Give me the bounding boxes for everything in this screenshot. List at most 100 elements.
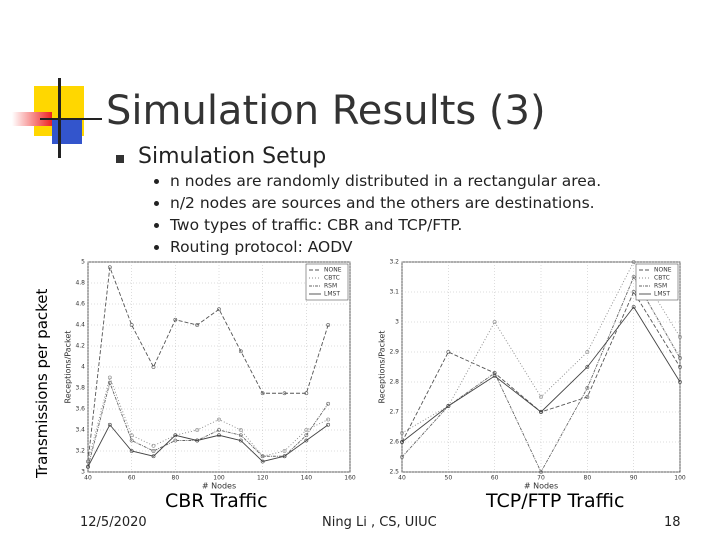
marker xyxy=(446,350,451,354)
y-tick-label: 2.8 xyxy=(389,379,399,386)
sub-bullet: n/2 nodes are sources and the others are… xyxy=(170,192,601,214)
marker xyxy=(678,380,682,384)
sub-bullet: Two types of traffic: CBR and TCP/FTP. xyxy=(170,214,601,236)
marker xyxy=(492,320,497,324)
y-axis-label: Receptions/Packet xyxy=(378,331,387,404)
marker xyxy=(129,449,134,453)
marker xyxy=(238,349,243,354)
x-tick-label: 100 xyxy=(674,475,686,482)
marker xyxy=(107,265,112,270)
marker xyxy=(282,449,287,453)
marker xyxy=(151,443,156,448)
marker xyxy=(631,260,636,264)
x-tick-label: 50 xyxy=(445,475,453,482)
legend-label: NONE xyxy=(324,267,342,274)
marker xyxy=(585,350,590,354)
marker xyxy=(326,323,331,327)
sub-bullets: n nodes are randomly distributed in a re… xyxy=(152,170,601,258)
logo-red xyxy=(12,112,52,126)
marker xyxy=(631,290,636,294)
x-tick-label: 40 xyxy=(398,475,406,482)
y-axis-label: Receptions/Packet xyxy=(64,331,73,404)
legend-label: NONE xyxy=(654,267,672,274)
marker xyxy=(400,455,404,459)
line xyxy=(87,267,329,462)
legend-label: RSM xyxy=(324,283,337,290)
marker xyxy=(195,438,200,443)
x-tick-label: 80 xyxy=(172,475,180,482)
marker xyxy=(304,433,309,438)
x-tick-label: 70 xyxy=(537,475,545,482)
marker xyxy=(326,417,331,422)
marker xyxy=(260,454,265,459)
marker xyxy=(446,404,451,408)
y-tick-label: 2.7 xyxy=(389,409,399,416)
y-tick-label: 2.6 xyxy=(389,439,399,446)
legend-label: CBTC xyxy=(324,275,340,282)
y-tick-label: 4.6 xyxy=(75,301,85,308)
x-tick-label: 140 xyxy=(301,475,313,482)
slide-title: Simulation Results (3) xyxy=(102,88,550,134)
marker xyxy=(173,317,178,322)
y-tick-label: 4.2 xyxy=(75,343,85,350)
marker xyxy=(238,433,243,438)
x-tick-label: 160 xyxy=(344,475,356,482)
marker xyxy=(151,449,156,453)
x-tick-label: 40 xyxy=(84,475,92,482)
sub-bullet: n nodes are randomly distributed in a re… xyxy=(170,170,601,192)
y-tick-label: 5 xyxy=(81,259,85,266)
marker xyxy=(492,374,497,378)
marker xyxy=(238,428,243,432)
marker xyxy=(107,380,112,385)
legend-label: LMST xyxy=(324,291,340,298)
caption: CBR Traffic xyxy=(165,490,268,512)
marker xyxy=(195,428,200,432)
line xyxy=(87,423,329,467)
y-tick-label: 2.9 xyxy=(389,349,399,356)
marker xyxy=(282,391,287,396)
legend-label: RSM xyxy=(654,283,667,290)
marker xyxy=(195,323,200,327)
marker xyxy=(217,417,221,422)
line xyxy=(87,381,329,467)
line xyxy=(87,376,329,462)
legend-label: LMST xyxy=(654,291,670,298)
y-tick-label: 3.2 xyxy=(75,448,85,455)
marker xyxy=(539,395,543,399)
marker xyxy=(129,433,134,438)
y-tick-label: 3 xyxy=(81,469,85,476)
logo-blue xyxy=(52,118,82,144)
y-tick-label: 3.4 xyxy=(75,427,85,434)
footer-date: 12/5/2020 xyxy=(80,515,147,530)
x-axis-label: # Nodes xyxy=(202,482,236,491)
caption: TCP/FTP Traffic xyxy=(486,490,625,512)
x-tick-label: 60 xyxy=(491,475,499,482)
marker xyxy=(86,459,90,464)
marker xyxy=(260,391,265,396)
marker xyxy=(326,401,331,406)
marker xyxy=(217,428,221,432)
marker xyxy=(129,438,134,443)
marker xyxy=(173,438,178,443)
marker xyxy=(400,440,404,444)
bullet: Simulation Setup xyxy=(138,144,327,169)
y-tick-label: 4.4 xyxy=(75,322,85,329)
y-tick-label: 3.1 xyxy=(389,289,399,296)
marker xyxy=(326,422,331,427)
marker xyxy=(260,459,265,464)
footer-author: Ning Li , CS, UIUC xyxy=(322,515,437,530)
marker xyxy=(304,391,309,396)
line xyxy=(401,306,681,443)
marker xyxy=(678,335,682,339)
y-tick-label: 4.8 xyxy=(75,280,85,287)
footer-page: 18 xyxy=(664,515,681,530)
marker xyxy=(86,464,90,469)
x-tick-label: 80 xyxy=(584,475,592,482)
marker xyxy=(107,422,112,427)
y-tick-label: 2.5 xyxy=(389,469,399,476)
marker xyxy=(678,365,682,369)
marker xyxy=(151,454,156,459)
bullet-marker xyxy=(116,155,124,163)
marker xyxy=(129,323,134,327)
